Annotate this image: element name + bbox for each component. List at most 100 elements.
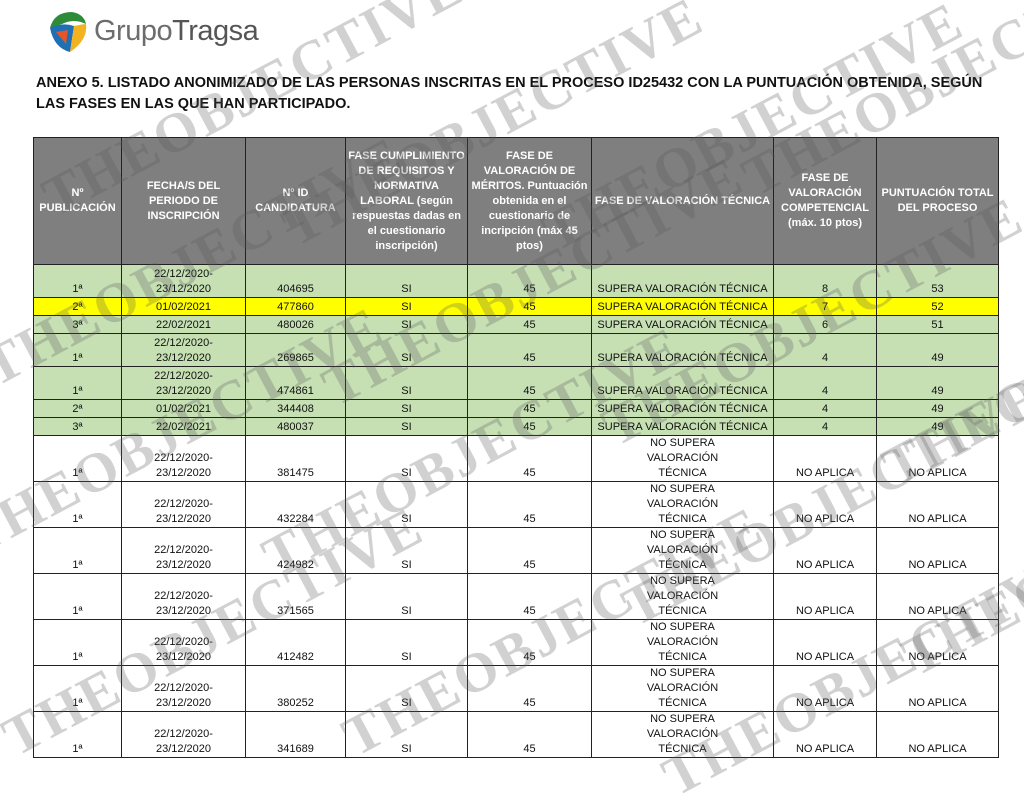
cell-meritos: 45 <box>467 417 592 436</box>
table-row: 1ª 22/12/2020- 23/12/2020 412482 SI 45 NO SUP… <box>33 619 999 666</box>
cell-fecha: 22/12/2020- 23/12/2020 <box>121 573 246 620</box>
cell-id-candidatura: 341689 <box>245 711 346 758</box>
table-row: 1ª 22/12/2020- 23/12/2020 432284 SI 45 NO SUP… <box>33 481 999 528</box>
header-publicacion: Nº PUBLICACIÓN <box>33 137 122 265</box>
cell-requisitos: SI <box>345 297 468 316</box>
cell-competencial: NO APLICA <box>773 527 877 574</box>
cell-meritos: 45 <box>467 399 592 418</box>
cell-requisitos: SI <box>345 264 468 298</box>
cell-publicacion: 1ª <box>33 366 122 400</box>
cell-id-candidatura: 480026 <box>245 315 346 334</box>
cell-requisitos: SI <box>345 711 468 758</box>
cell-fecha: 22/12/2020- 23/12/2020 <box>121 435 246 482</box>
cell-valoracion-tecnica: SUPERA VALORACIÓN TÉCNICA <box>591 366 774 400</box>
cell-requisitos: SI <box>345 333 468 367</box>
cell-meritos: 45 <box>467 297 592 316</box>
table-header-row: Nº PUBLICACIÓN FECHA/S DEL PERIODO DE INS… <box>33 137 999 265</box>
logo-text: GrupoTragsa <box>94 14 259 47</box>
cell-requisitos: SI <box>345 417 468 436</box>
cell-valoracion-tecnica: NO SUPERA VALORACIÓN TÉCNICA <box>591 435 774 482</box>
table-row: 3ª 22/02/2021 480026 SI 45 SUPERA VALORACIÓN … <box>33 315 999 334</box>
cell-fecha: 22/12/2020- 23/12/2020 <box>121 333 246 367</box>
cell-valoracion-tecnica: NO SUPERA VALORACIÓN TÉCNICA <box>591 573 774 620</box>
cell-id-candidatura: 344408 <box>245 399 346 418</box>
cell-requisitos: SI <box>345 366 468 400</box>
cell-meritos: 45 <box>467 711 592 758</box>
cell-fecha: 22/12/2020- 23/12/2020 <box>121 665 246 712</box>
cell-meritos: 45 <box>467 366 592 400</box>
cell-total: 52 <box>876 297 999 316</box>
document-title: ANEXO 5. LISTADO ANONIMIZADO DE LAS PERS… <box>36 75 983 112</box>
cell-id-candidatura: 474861 <box>245 366 346 400</box>
table-row: 1ª 22/12/2020- 23/12/2020 341689 SI 45 NO SUP… <box>33 711 999 758</box>
cell-total: 51 <box>876 315 999 334</box>
grupo-tragsa-logo: GrupoTragsa <box>44 8 259 54</box>
cell-fecha: 22/12/2020- 23/12/2020 <box>121 366 246 400</box>
cell-requisitos: SI <box>345 399 468 418</box>
cell-fecha: 01/02/2021 <box>121 399 246 418</box>
cell-publicacion: 1ª <box>33 619 122 666</box>
cell-total: NO APLICA <box>876 573 999 620</box>
cell-fecha: 22/02/2021 <box>121 417 246 436</box>
cell-total: NO APLICA <box>876 619 999 666</box>
cell-requisitos: SI <box>345 573 468 620</box>
cell-total: 49 <box>876 333 999 367</box>
cell-publicacion: 1ª <box>33 711 122 758</box>
tragsa-globe-icon <box>50 12 87 52</box>
cell-valoracion-tecnica: NO SUPERA VALORACIÓN TÉCNICA <box>591 711 774 758</box>
cell-publicacion: 1ª <box>33 435 122 482</box>
cell-total: NO APLICA <box>876 435 999 482</box>
cell-fecha: 22/12/2020- 23/12/2020 <box>121 711 246 758</box>
cell-total: NO APLICA <box>876 527 999 574</box>
cell-id-candidatura: 371565 <box>245 573 346 620</box>
cell-fecha: 22/12/2020- 23/12/2020 <box>121 619 246 666</box>
cell-valoracion-tecnica: SUPERA VALORACIÓN TÉCNICA <box>591 399 774 418</box>
cell-total: 49 <box>876 399 999 418</box>
cell-valoracion-tecnica: SUPERA VALORACIÓN TÉCNICA <box>591 315 774 334</box>
cell-meritos: 45 <box>467 333 592 367</box>
cell-competencial: NO APLICA <box>773 481 877 528</box>
cell-meritos: 45 <box>467 435 592 482</box>
cell-publicacion: 3ª <box>33 315 122 334</box>
table-row: 1ª 22/12/2020- 23/12/2020 404695 SI 45 SUPERA… <box>33 264 999 298</box>
cell-competencial: NO APLICA <box>773 435 877 482</box>
cell-meritos: 45 <box>467 619 592 666</box>
cell-meritos: 45 <box>467 665 592 712</box>
cell-competencial: 8 <box>773 264 877 298</box>
cell-competencial: NO APLICA <box>773 619 877 666</box>
header-valoracion-tecnica: FASE DE VALORACIÓN TÉCNICA <box>591 137 774 265</box>
cell-id-candidatura: 381475 <box>245 435 346 482</box>
table-row: 1ª 22/12/2020- 23/12/2020 380252 SI 45 NO SUP… <box>33 665 999 712</box>
cell-id-candidatura: 404695 <box>245 264 346 298</box>
cell-total: NO APLICA <box>876 665 999 712</box>
header-competencial: FASE DE VALORACIÓN COMPETENCIAL (máx. 10… <box>773 137 877 265</box>
cell-total: NO APLICA <box>876 481 999 528</box>
cell-valoracion-tecnica: SUPERA VALORACIÓN TÉCNICA <box>591 297 774 316</box>
header-id-candidatura: Nº ID CANDIDATURA <box>245 137 346 265</box>
cell-fecha: 01/02/2021 <box>121 297 246 316</box>
cell-id-candidatura: 480037 <box>245 417 346 436</box>
cell-valoracion-tecnica: NO SUPERA VALORACIÓN TÉCNICA <box>591 619 774 666</box>
cell-publicacion: 2ª <box>33 297 122 316</box>
header-total: PUNTUACIÓN TOTAL DEL PROCESO <box>876 137 999 265</box>
cell-id-candidatura: 424982 <box>245 527 346 574</box>
cell-requisitos: SI <box>345 435 468 482</box>
cell-competencial: 4 <box>773 366 877 400</box>
candidates-table: Nº PUBLICACIÓN FECHA/S DEL PERIODO DE INS… <box>33 137 999 758</box>
table-row: 1ª 22/12/2020- 23/12/2020 381475 SI 45 NO SUP… <box>33 435 999 482</box>
cell-competencial: NO APLICA <box>773 665 877 712</box>
cell-id-candidatura: 432284 <box>245 481 346 528</box>
cell-publicacion: 1ª <box>33 665 122 712</box>
cell-fecha: 22/12/2020- 23/12/2020 <box>121 264 246 298</box>
header-meritos: FASE DE VALORACIÓN DE MÉRITOS. Puntuació… <box>467 137 592 265</box>
cell-fecha: 22/02/2021 <box>121 315 246 334</box>
cell-total: 49 <box>876 366 999 400</box>
cell-valoracion-tecnica: SUPERA VALORACIÓN TÉCNICA <box>591 264 774 298</box>
cell-meritos: 45 <box>467 573 592 620</box>
cell-requisitos: SI <box>345 527 468 574</box>
cell-fecha: 22/12/2020- 23/12/2020 <box>121 481 246 528</box>
cell-requisitos: SI <box>345 619 468 666</box>
cell-competencial: 4 <box>773 333 877 367</box>
table-row: 2ª 01/02/2021 477860 SI 45 SUPERA VALORACIÓN … <box>33 297 999 316</box>
table-row: 3ª 22/02/2021 480037 SI 45 SUPERA VALORACIÓN … <box>33 417 999 436</box>
